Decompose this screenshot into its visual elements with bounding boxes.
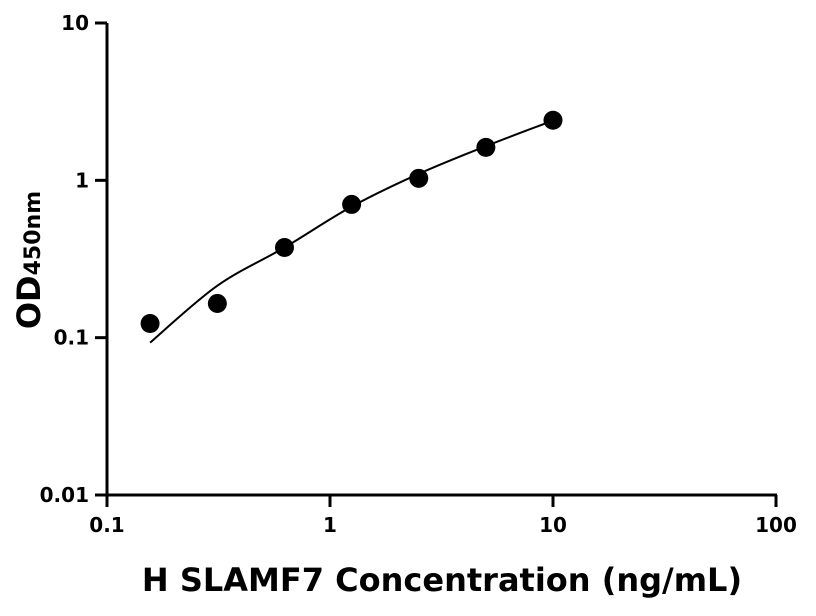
data-point bbox=[207, 293, 227, 313]
data-point bbox=[476, 137, 496, 157]
y-axis-label-main: OD bbox=[10, 275, 48, 329]
x-tick-label: 100 bbox=[755, 513, 797, 537]
data-point bbox=[274, 238, 294, 258]
y-tick-label: 1 bbox=[75, 168, 89, 192]
y-axis-label-subscript: 450nm bbox=[21, 191, 46, 276]
data-point bbox=[409, 168, 429, 188]
y-tick-label: 10 bbox=[61, 11, 89, 35]
data-point bbox=[140, 314, 160, 334]
x-axis-label: H SLAMF7 Concentration (ng/mL) bbox=[142, 561, 742, 599]
data-point bbox=[342, 194, 362, 214]
y-tick-label: 0.1 bbox=[54, 326, 89, 350]
x-tick-label: 1 bbox=[323, 513, 337, 537]
axes bbox=[105, 23, 777, 497]
data-point bbox=[543, 110, 563, 130]
y-axis-label: OD450nm bbox=[10, 191, 48, 329]
x-tick-label: 0.1 bbox=[89, 513, 124, 537]
y-tick-label: 0.01 bbox=[40, 483, 89, 507]
x-tick-label: 10 bbox=[539, 513, 567, 537]
